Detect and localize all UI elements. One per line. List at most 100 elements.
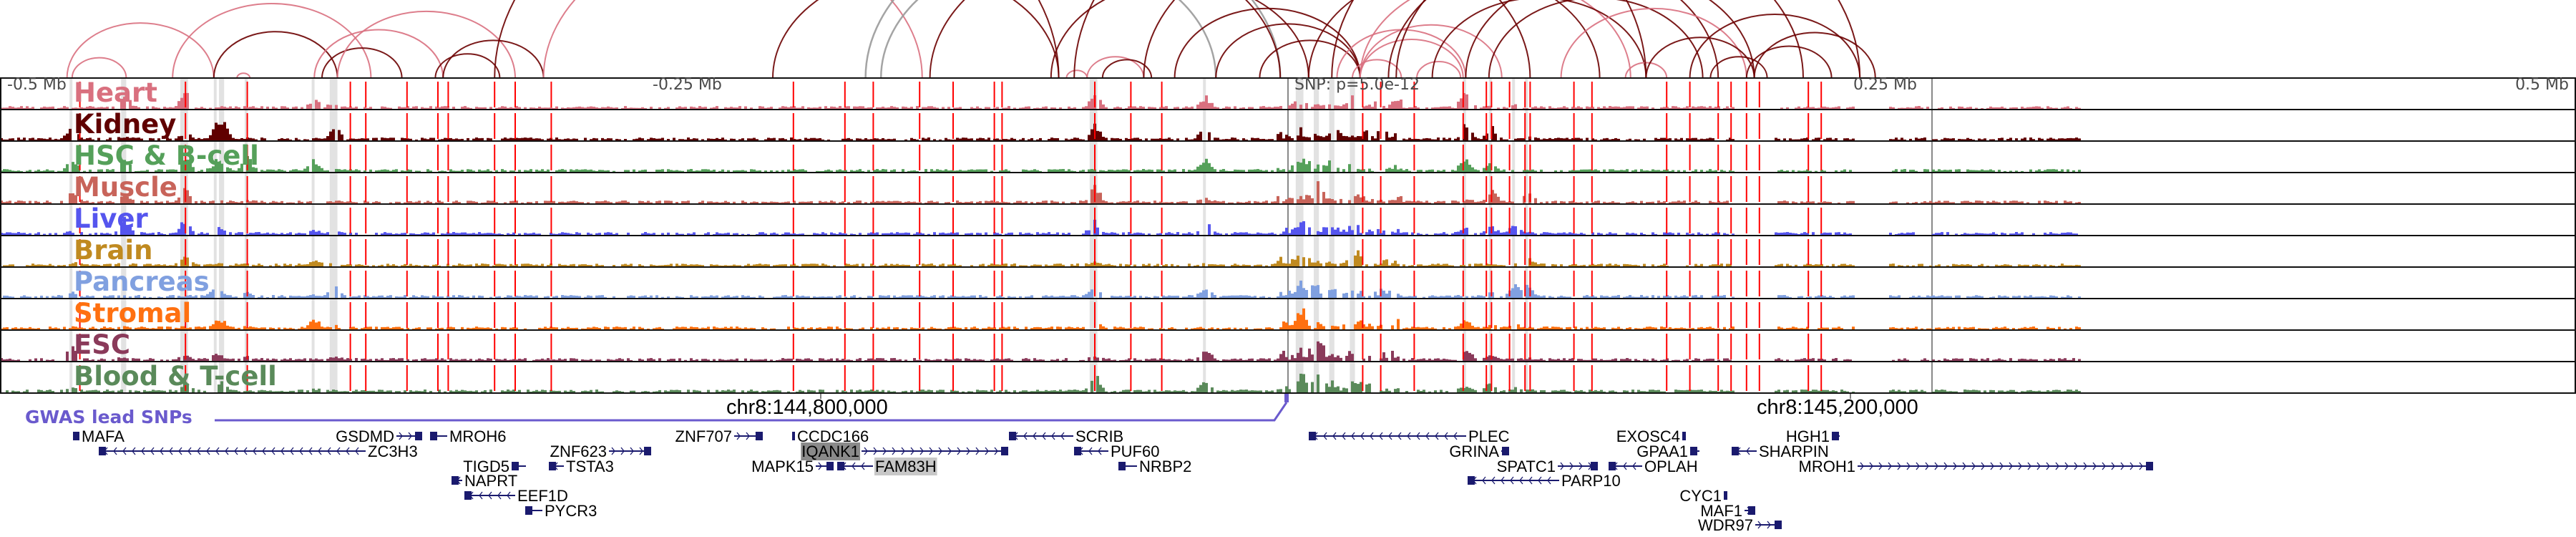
gene-exon [430, 432, 437, 440]
gene-label-highlight [874, 458, 937, 475]
strand-arrow-icon [243, 447, 248, 455]
gene-label: EEF1D [517, 487, 568, 505]
strand-arrow-icon [1934, 462, 1938, 470]
track-label: Pancreas [74, 266, 210, 297]
gene-label: MROH6 [449, 427, 506, 445]
loop-arc [434, 53, 501, 79]
strand-arrow-icon [1482, 476, 1486, 485]
gene-nrbp2[interactable]: NRBP2 [1118, 458, 1191, 475]
gene-znf623[interactable]: ZNF623 [550, 442, 651, 460]
gene-label: ZNF623 [550, 442, 607, 460]
loop-arc [772, 0, 1060, 79]
gene-exon [2146, 462, 2153, 470]
chromosome-coordinate-left: chr8:144,800,000 [726, 396, 888, 419]
gene-exon [512, 462, 519, 470]
gene-oplah[interactable]: OPLAH [1609, 458, 1698, 475]
gene-maf1[interactable]: MAF1 [1700, 502, 1755, 520]
gene-spatc1[interactable]: SPATC1 [1497, 458, 1598, 475]
gene-zc3h3[interactable]: ZC3H3 [99, 442, 418, 460]
gene-naprt[interactable]: NAPRT [452, 472, 517, 490]
loop-arc [1259, 39, 1361, 79]
loop-arc [1065, 69, 1088, 79]
snp-pvalue-label: SNP: p=5.0e-12 [1294, 76, 1420, 94]
strand-arrow-icon [929, 447, 933, 455]
strand-arrow-icon [994, 447, 998, 455]
gwas-track [215, 394, 1289, 422]
gene-fam83h[interactable]: FAM83H [837, 458, 937, 475]
gene-label: PLEC [1468, 427, 1510, 445]
strand-arrow-icon [2055, 462, 2059, 470]
chromatin-loop-arcs [66, 0, 1876, 79]
strand-arrow-icon [2111, 462, 2115, 470]
track-label: ESC [74, 329, 131, 360]
gwas-snp-marker [1284, 394, 1289, 402]
strand-arrow-icon [901, 447, 905, 455]
strand-arrow-icon [225, 447, 229, 455]
strand-arrow-icon [957, 447, 961, 455]
signal-brain [3, 250, 2081, 266]
strand-arrow-icon [1033, 432, 1037, 440]
strand-arrow-icon [2009, 462, 2013, 470]
gene-label: CYC1 [1679, 487, 1722, 505]
gene-label: GPAA1 [1636, 442, 1688, 460]
gene-label: SHARPIN [1759, 442, 1829, 460]
strand-arrow-icon [1962, 462, 1966, 470]
gene-gsdmd[interactable]: GSDMD [336, 427, 422, 445]
gene-tsta3[interactable]: TSTA3 [549, 458, 614, 475]
loop-arc [336, 10, 516, 79]
gene-pycr3[interactable]: PYCR3 [525, 502, 597, 520]
gene-scrib[interactable]: SCRIB [1009, 427, 1123, 445]
strand-arrow-icon [1444, 432, 1448, 440]
gene-label: ZNF707 [675, 427, 732, 445]
gwas-track-label: GWAS lead SNPs [25, 407, 192, 427]
gene-parp10[interactable]: PARP10 [1468, 472, 1621, 490]
gene-label: ZC3H3 [368, 442, 418, 460]
strand-arrow-icon [947, 447, 952, 455]
strand-arrow-icon [1906, 462, 1911, 470]
gene-label-highlight [801, 442, 860, 460]
track-label: Heart [74, 77, 157, 108]
gene-plec[interactable]: PLEC [1309, 427, 1510, 445]
strand-arrow-icon [2064, 462, 2069, 470]
track-label: Muscle [74, 172, 177, 203]
loop-arc [1645, 37, 1755, 79]
gene-sharpin[interactable]: SHARPIN [1732, 442, 1829, 460]
gene-gpaa1[interactable]: GPAA1 [1636, 442, 1699, 460]
gene-tigd5[interactable]: TIGD5 [463, 458, 526, 475]
gene-grina[interactable]: GRINA [1449, 442, 1509, 460]
gene-mroh1[interactable]: MROH1 [1799, 458, 2153, 475]
gene-mafa[interactable]: MAFA [73, 427, 125, 445]
strand-arrow-icon [985, 447, 989, 455]
loop-arc [1215, 23, 1361, 79]
strand-arrow-icon [1981, 462, 1985, 470]
gene-exosc4[interactable]: EXOSC4 [1616, 427, 1686, 445]
gene-puf60[interactable]: PUF60 [1074, 442, 1159, 460]
strand-arrow-icon [1943, 462, 1948, 470]
gene-eef1d[interactable]: EEF1D [464, 487, 568, 505]
gene-ccdc166[interactable]: CCDC166 [792, 427, 869, 445]
strand-arrow-icon [497, 491, 502, 500]
gene-iqank1[interactable]: IQANK1 [801, 442, 1008, 460]
gene-label: EXOSC4 [1616, 427, 1680, 445]
gene-exon [452, 476, 459, 485]
gene-wdr97[interactable]: WDR97 [1698, 516, 1782, 534]
gene-cyc1[interactable]: CYC1 [1679, 487, 1727, 505]
gene-znf707[interactable]: ZNF707 [675, 427, 763, 445]
loop-arc [1174, 7, 1361, 79]
strand-arrow-icon [197, 447, 201, 455]
strand-arrow-icon [1332, 432, 1337, 440]
gene-mroh6[interactable]: MROH6 [430, 427, 506, 445]
strand-arrow-icon [1416, 432, 1420, 440]
loop-arc [1560, 7, 1747, 79]
strand-arrow-icon [1370, 432, 1374, 440]
gene-mapk15[interactable]: MAPK15 [751, 458, 834, 475]
strand-arrow-icon [113, 447, 117, 455]
strand-arrow-icon [1360, 432, 1365, 440]
strand-arrow-icon [1023, 432, 1028, 440]
gene-exon [1690, 447, 1697, 455]
strand-arrow-icon [2092, 462, 2097, 470]
gene-label: PUF60 [1111, 442, 1159, 460]
gene-hgh1[interactable]: HGH1 [1786, 427, 1840, 445]
strand-arrow-icon [1501, 476, 1505, 485]
loop-arc [1050, 0, 1309, 79]
